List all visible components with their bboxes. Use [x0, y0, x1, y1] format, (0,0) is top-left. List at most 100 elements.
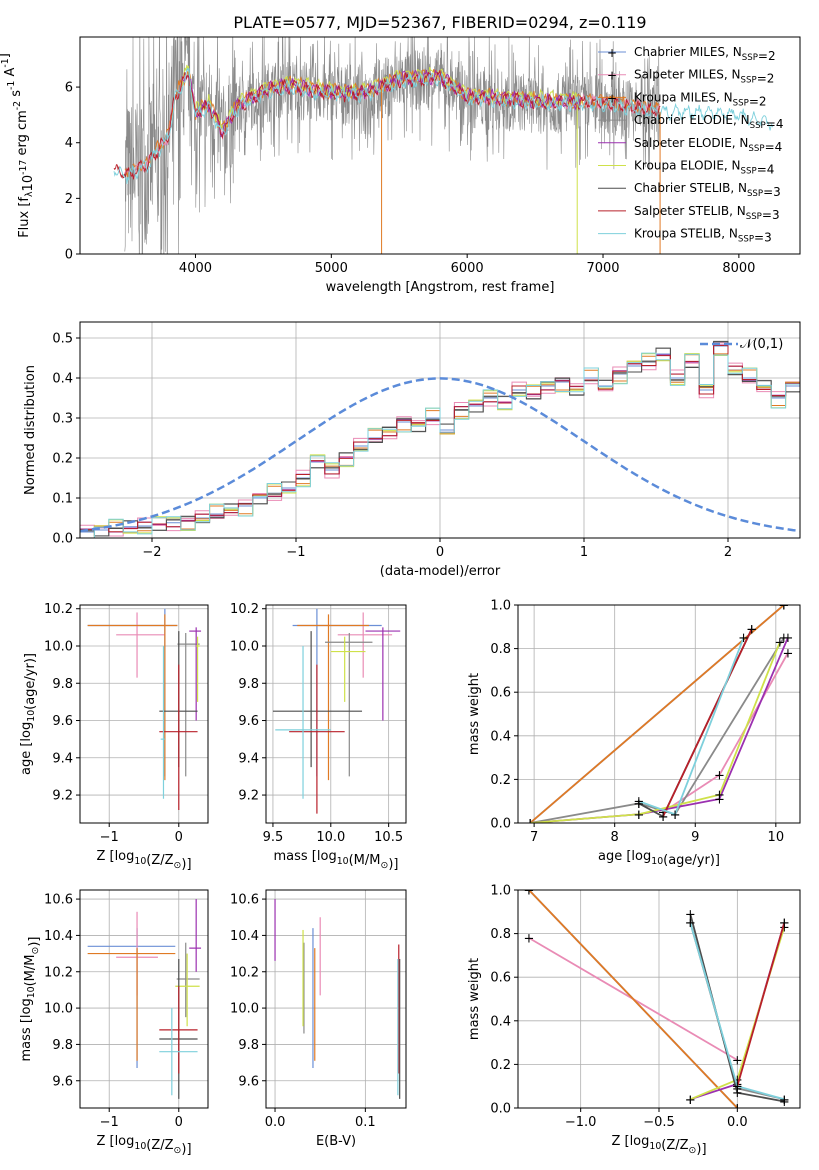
y-tick-label: 9.4	[238, 751, 259, 766]
histogram-salpeter_stelib	[80, 345, 800, 533]
weight-line-kroupa_stelib	[689, 922, 785, 1101]
weight-line-salpeter_stelib	[662, 628, 753, 817]
y-tick-label: 0.2	[490, 1058, 511, 1073]
weight-marker-chabrier_miles: +	[524, 884, 535, 899]
x-tick-label: 0	[175, 1115, 183, 1130]
y-tick-label: 10.6	[44, 893, 73, 908]
panel-age_vs_mass: 9.5 10.0 10.5 9.2 9.4 9.6 9.8 10.0 10.2 mass [log…	[230, 602, 407, 872]
x-tick-label: −0.5	[643, 1115, 675, 1130]
x-tick-label: 7000	[586, 261, 619, 276]
legend-entry: Kroupa ELODIE, NSSP=4	[634, 159, 774, 177]
spectrum-legend: + Chabrier MILES, NSSP=2 + Salpeter MILES, …	[598, 45, 783, 245]
plot-area-weight_vs_age: +++++++++++++++++++++++++++	[525, 599, 793, 832]
histogram-chabrier_miles	[80, 345, 800, 533]
weight-marker-chabrier_stelib: +	[732, 1086, 743, 1101]
y-tick-label: 0.0	[52, 532, 73, 547]
y-tick-label: 0.6	[490, 971, 511, 986]
y-tick-label: 0.2	[490, 773, 511, 788]
y-tick-label: 10.0	[230, 639, 259, 654]
x-tick-label: 8000	[722, 261, 755, 276]
y-tick-label: 0.5	[52, 332, 73, 347]
legend-marker: +	[607, 69, 617, 83]
x-tick-label: 0	[436, 545, 444, 560]
panel-mass_vs_ebv: 0.0 0.1 9.6 9.8 10.0 10.2 10.4 10.6 E(B-V)	[230, 889, 407, 1149]
x-tick-label: 9	[691, 830, 699, 845]
weight-marker-salpeter_miles: +	[524, 931, 535, 946]
y-tick-label: 1.0	[490, 599, 511, 614]
legend-marker: +	[607, 91, 617, 105]
x-axis-label: Z [log10(Z/Z⊙)]	[611, 1134, 706, 1157]
histogram-chabrier_elodie	[80, 341, 800, 537]
y-tick-label: 9.4	[52, 751, 73, 766]
weight-marker-kroupa_stelib: +	[633, 795, 644, 810]
y-tick-label: 10.2	[230, 965, 259, 980]
y-tick-label: 0.4	[490, 729, 511, 744]
axes-frame	[79, 889, 209, 1109]
weight-marker-kroupa_miles: +	[525, 817, 536, 832]
y-tick-label: 9.6	[238, 1074, 259, 1089]
x-tick-label: 6000	[451, 261, 484, 276]
weight-marker-kroupa_stelib: +	[685, 916, 696, 931]
plot-area-residuals	[80, 340, 800, 538]
weight-marker-salpeter_miles: +	[714, 769, 725, 784]
weight-marker-salpeter_elodie: +	[525, 817, 536, 832]
weight-marker-salpeter_stelib: +	[658, 810, 669, 825]
y-tick-label: 10.2	[44, 965, 73, 980]
y-tick-label: 4	[65, 136, 73, 151]
x-axis-label: Z [log10(Z/Z⊙)]	[96, 849, 191, 872]
weight-marker-salpeter_stelib: +	[746, 622, 757, 637]
y-tick-label: 0.8	[490, 927, 511, 942]
weight-marker-chabrier_miles: +	[778, 599, 789, 614]
x-tick-label: 9.5	[263, 830, 284, 845]
y-tick-label: 0.2	[52, 452, 73, 467]
y-tick-label: 10.4	[44, 929, 73, 944]
x-tick-label: 10	[768, 830, 785, 845]
legend-entry: Salpeter MILES, NSSP=2	[634, 68, 774, 86]
x-tick-label: −1.0	[565, 1115, 597, 1130]
plot-area-mass_vs_ebv	[274, 899, 401, 1099]
y-tick-label: 0.4	[52, 372, 73, 387]
weight-line-chabrier_elodie	[529, 637, 785, 823]
weight-marker-kroupa_stelib: +	[738, 631, 749, 646]
y-tick-label: 9.8	[238, 1038, 259, 1053]
x-axis-label: age [log10(age/yr)]	[598, 849, 720, 868]
legend-entry: Chabrier ELODIE, NSSP=4	[634, 113, 783, 131]
spectrum-model-kroupa_stelib	[113, 67, 774, 185]
weight-marker-salpeter_elodie: +	[782, 631, 793, 646]
x-axis-label: mass [log10(M/M⊙)]	[274, 849, 399, 872]
x-tick-label: 0	[175, 830, 183, 845]
y-tick-label: 0.8	[490, 642, 511, 657]
y-tick-label: 10.2	[44, 602, 73, 617]
x-tick-label: −1	[100, 1115, 119, 1130]
axes-frame	[265, 889, 407, 1109]
weight-marker-kroupa_elodie: +	[732, 1073, 743, 1088]
x-tick-label: 8	[611, 830, 619, 845]
weight-marker-chabrier_stelib: +	[685, 907, 696, 922]
y-tick-label: 9.6	[52, 714, 73, 729]
x-axis-label: (data-model)/error	[380, 564, 501, 579]
y-tick-label: 9.8	[52, 677, 73, 692]
y-axis-label: mass weight	[467, 673, 482, 755]
panel-spectrum: 4000 5000 6000 7000 8000 0 2 4 6 wavelength [Angs…	[0, 36, 801, 295]
plot-area-spectrum	[113, 37, 774, 254]
axes-frame	[79, 36, 801, 255]
weight-marker-chabrier_elodie: +	[525, 817, 536, 832]
legend-entry: Chabrier STELIB, NSSP=3	[634, 181, 781, 199]
weight-marker-chabrier_elodie: +	[670, 808, 681, 823]
weight-marker-kroupa_elodie: +	[779, 921, 790, 936]
gaussian-curve	[80, 377, 800, 533]
y-tick-label: 9.6	[52, 1074, 73, 1089]
y-tick-label: 10.0	[44, 1002, 73, 1017]
x-tick-label: −2	[142, 545, 161, 560]
plot-area-weight_vs_Z: +++++++++++++++++++++++	[524, 884, 790, 1108]
y-tick-label: 10.0	[230, 1002, 259, 1017]
weight-marker-kroupa_stelib: +	[670, 808, 681, 823]
y-tick-label: 0	[65, 248, 73, 263]
legend-entry: 𝒩(0,1)	[740, 337, 783, 352]
weight-marker-kroupa_miles: +	[778, 599, 789, 614]
y-tick-label: 10.6	[230, 893, 259, 908]
y-tick-label: 10.4	[230, 929, 259, 944]
weight-marker-kroupa_stelib: +	[732, 1080, 743, 1095]
plot-area-age_vs_Z	[87, 608, 202, 810]
y-tick-label: 1.0	[490, 884, 511, 899]
